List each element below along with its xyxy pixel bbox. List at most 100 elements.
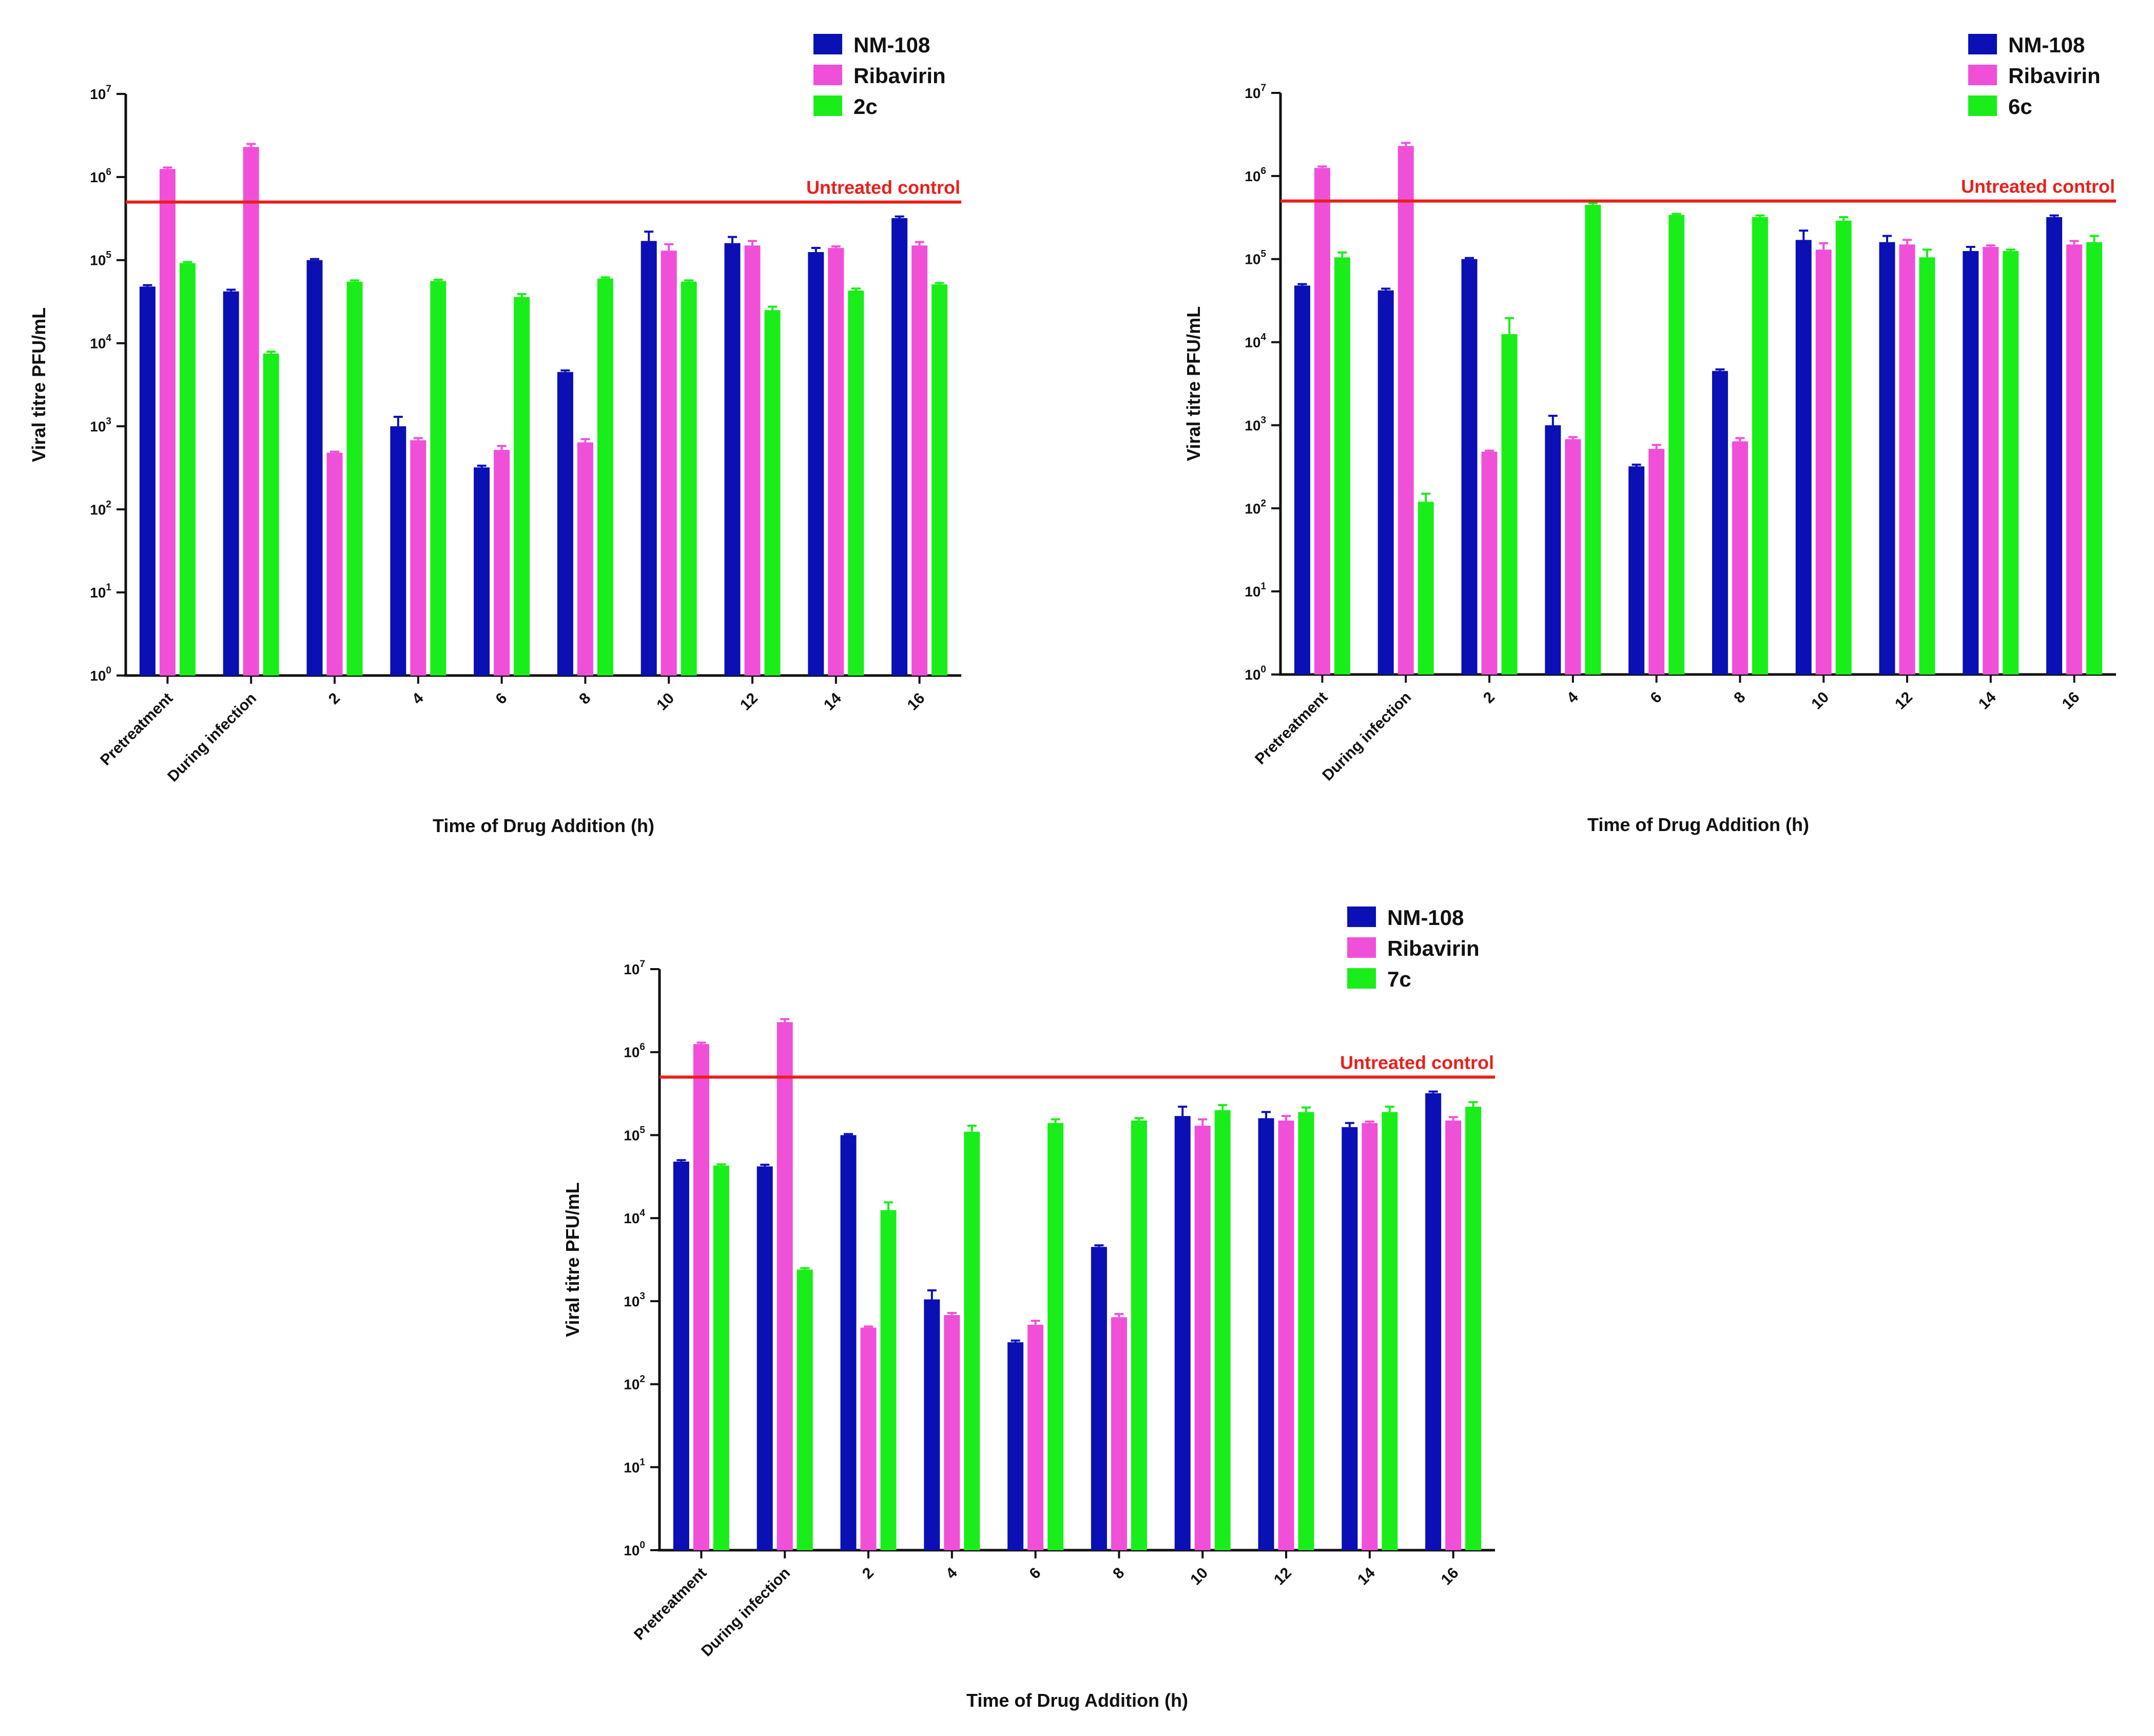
bar-nm-108-10: NM-108 @ 10: 170000 xyxy=(1795,240,1812,674)
bar-nm-108-12: NM-108 @ 12: 160000 xyxy=(1879,242,1895,674)
x-tick-label: 14 xyxy=(821,689,845,713)
bar-7c-6: 7c @ 6: 140000 xyxy=(1047,1123,1064,1550)
bar-7c-16: 7c @ 16: 220000 xyxy=(1465,1107,1482,1550)
bar-2c-10: 2c @ 10: 55000 xyxy=(681,281,697,676)
bar-nm-108-pretreatment: NM-108 @ Pretreatment: 48000 xyxy=(139,286,156,676)
bar-ribavirin-during-infection: Ribavirin @ During infection: 2300000 xyxy=(1398,146,1414,675)
x-tick-label: During infection xyxy=(698,1565,793,1660)
bar-ribavirin-10: Ribavirin @ 10: 130000 xyxy=(661,250,677,676)
y-tick-label: 103 xyxy=(624,1291,645,1309)
legend-swatch-nm-108 xyxy=(813,34,842,54)
bar-nm-108-14: NM-108 @ 14: 125000 xyxy=(1342,1127,1358,1550)
bar-ribavirin-2: Ribavirin @ 2: 480 xyxy=(326,453,343,676)
x-tick-label: 16 xyxy=(1438,1565,1462,1589)
y-tick-label: 102 xyxy=(624,1374,645,1393)
x-tick-label: During infection xyxy=(164,690,260,785)
y-tick-label: 102 xyxy=(90,499,111,517)
x-tick-label: 12 xyxy=(1892,689,1916,713)
legend-label-ribavirin: Ribavirin xyxy=(2008,64,2101,88)
x-tick-label: 12 xyxy=(1271,1565,1295,1589)
legend-label-nm-108: NM-108 xyxy=(2008,33,2085,57)
y-tick-label: 100 xyxy=(624,1540,645,1558)
bar-nm-108-during-infection: NM-108 @ During infection: 42000 xyxy=(1377,290,1394,674)
y-tick-label: 107 xyxy=(1245,83,1266,101)
bar-6c-10: 6c @ 10: 290000 xyxy=(1835,220,1852,675)
untreated-control-label: Untreated control xyxy=(806,177,960,198)
legend-label-nm-108: NM-108 xyxy=(853,33,930,57)
bar-6c-pretreatment: 6c @ Pretreatment: 105000 xyxy=(1334,257,1350,674)
bar-nm-108-8: NM-108 @ 8: 4500 xyxy=(1091,1247,1107,1550)
bar-nm-108-2: NM-108 @ 2: 100000 xyxy=(306,260,323,676)
legend-label-2c: 2c xyxy=(853,94,878,119)
bar-6c-16: 6c @ 16: 160000 xyxy=(2086,242,2103,674)
legend-swatch-6c xyxy=(1968,95,1997,116)
y-tick-label: 105 xyxy=(1245,249,1266,267)
bar-6c-8: 6c @ 8: 320000 xyxy=(1752,217,1768,674)
bar-ribavirin-12: Ribavirin @ 12: 150000 xyxy=(1278,1120,1294,1550)
bar-ribavirin-8: Ribavirin @ 8: 640 xyxy=(1732,441,1748,674)
bar-nm-108-16: NM-108 @ 16: 320000 xyxy=(1425,1093,1442,1550)
x-tick-label: 2 xyxy=(325,690,343,708)
bar-7c-during-infection: 7c @ During infection: 2400 xyxy=(797,1269,813,1550)
bar-7c-2: 7c @ 2: 12500 xyxy=(880,1210,897,1550)
bar-2c-8: 2c @ 8: 60000 xyxy=(597,278,613,676)
x-tick-label: Pretreatment xyxy=(97,690,176,769)
legend-swatch-ribavirin xyxy=(1347,937,1376,958)
bar-nm-108-4: NM-108 @ 4: 1000 xyxy=(1545,425,1561,674)
bar-nm-108-pretreatment: NM-108 @ Pretreatment: 48000 xyxy=(1294,285,1310,674)
bar-2c-during-infection: 2c @ During infection: 7500 xyxy=(263,353,279,676)
x-tick-label: 8 xyxy=(576,690,594,708)
x-tick-label: During infection xyxy=(1319,689,1414,784)
legend-swatch-7c xyxy=(1347,968,1376,989)
x-tick-label: 16 xyxy=(2059,689,2083,713)
bar-ribavirin-14: Ribavirin @ 14: 140000 xyxy=(1362,1123,1378,1550)
bar-2c-14: 2c @ 14: 43000 xyxy=(848,291,864,676)
bar-ribavirin-8: Ribavirin @ 8: 640 xyxy=(577,442,593,676)
y-tick-label: 104 xyxy=(90,333,111,352)
x-tick-label: 12 xyxy=(737,690,761,714)
bar-nm-108-6: NM-108 @ 6: 320 xyxy=(1628,466,1645,674)
bar-2c-pretreatment: 2c @ Pretreatment: 92000 xyxy=(179,263,196,676)
x-tick-label: 14 xyxy=(1975,688,2000,712)
legend-swatch-nm-108 xyxy=(1968,34,1997,54)
bar-nm-108-8: NM-108 @ 8: 4500 xyxy=(557,372,573,676)
bar-nm-108-10: NM-108 @ 10: 170000 xyxy=(641,241,657,676)
bar-6c-4: 6c @ 4: 450000 xyxy=(1585,204,1601,674)
bar-nm-108-pretreatment: NM-108 @ Pretreatment: 48000 xyxy=(673,1161,689,1550)
y-tick-label: 100 xyxy=(90,665,111,684)
bar-ribavirin-10: Ribavirin @ 10: 130000 xyxy=(1815,249,1832,674)
legend-label-ribavirin: Ribavirin xyxy=(853,64,946,88)
x-tick-label: 8 xyxy=(1731,689,1749,707)
bar-nm-108-14: NM-108 @ 14: 125000 xyxy=(808,252,824,676)
bar-7c-8: 7c @ 8: 150000 xyxy=(1131,1120,1147,1550)
bar-ribavirin-12: Ribavirin @ 12: 150000 xyxy=(744,245,761,676)
x-tick-label: 4 xyxy=(1564,688,1582,706)
bar-nm-108-16: NM-108 @ 16: 320000 xyxy=(2046,217,2063,674)
legend-swatch-ribavirin xyxy=(813,65,842,85)
bar-2c-2: 2c @ 2: 55000 xyxy=(346,281,363,676)
bar-ribavirin-14: Ribavirin @ 14: 140000 xyxy=(1983,247,1999,675)
x-tick-label: 8 xyxy=(1110,1565,1128,1583)
x-tick-label: 16 xyxy=(904,690,928,714)
x-tick-label: 6 xyxy=(1647,689,1665,707)
bar-ribavirin-16: Ribavirin @ 16: 150000 xyxy=(911,245,928,676)
bar-2c-12: 2c @ 12: 25000 xyxy=(764,310,781,676)
untreated-control-label: Untreated control xyxy=(1340,1052,1494,1073)
y-tick-label: 106 xyxy=(624,1042,645,1060)
bar-nm-108-2: NM-108 @ 2: 100000 xyxy=(1461,259,1478,674)
legend-label-6c: 6c xyxy=(2008,94,2032,119)
y-axis-title: Viral titre PFU/mL xyxy=(1183,306,1204,461)
bar-ribavirin-pretreatment: Ribavirin @ Pretreatment: 1250000 xyxy=(159,169,176,676)
bar-ribavirin-4: Ribavirin @ 4: 680 xyxy=(1565,439,1581,674)
legend-swatch-2c xyxy=(813,95,842,116)
x-tick-label: 6 xyxy=(1026,1565,1044,1583)
y-axis-title: Viral titre PFU/mL xyxy=(28,307,49,462)
y-tick-label: 101 xyxy=(90,582,111,601)
y-tick-label: 102 xyxy=(1245,498,1266,516)
y-tick-label: 104 xyxy=(1245,332,1266,351)
bar-2c-16: 2c @ 16: 51000 xyxy=(932,284,948,676)
legend-swatch-nm-108 xyxy=(1347,906,1376,927)
untreated-control-label: Untreated control xyxy=(1961,176,2115,197)
